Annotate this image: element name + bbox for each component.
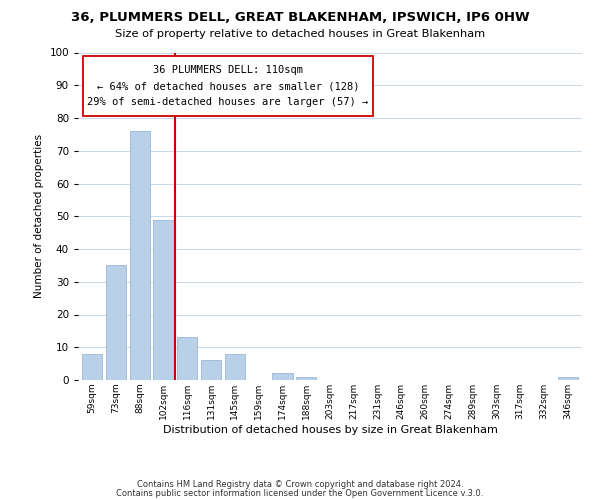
Text: 36, PLUMMERS DELL, GREAT BLAKENHAM, IPSWICH, IP6 0HW: 36, PLUMMERS DELL, GREAT BLAKENHAM, IPSW… bbox=[71, 11, 529, 24]
FancyBboxPatch shape bbox=[83, 56, 373, 116]
Text: 36 PLUMMERS DELL: 110sqm
← 64% of detached houses are smaller (128)
29% of semi-: 36 PLUMMERS DELL: 110sqm ← 64% of detach… bbox=[88, 66, 368, 106]
Bar bbox=[106, 266, 126, 380]
Bar bbox=[557, 376, 578, 380]
Bar bbox=[296, 376, 316, 380]
Bar bbox=[82, 354, 103, 380]
Text: Contains public sector information licensed under the Open Government Licence v.: Contains public sector information licen… bbox=[116, 488, 484, 498]
Y-axis label: Number of detached properties: Number of detached properties bbox=[34, 134, 44, 298]
Bar bbox=[177, 338, 197, 380]
X-axis label: Distribution of detached houses by size in Great Blakenham: Distribution of detached houses by size … bbox=[163, 424, 497, 434]
Bar bbox=[272, 374, 293, 380]
Bar bbox=[225, 354, 245, 380]
Text: Contains HM Land Registry data © Crown copyright and database right 2024.: Contains HM Land Registry data © Crown c… bbox=[137, 480, 463, 489]
Bar bbox=[130, 131, 150, 380]
Text: Size of property relative to detached houses in Great Blakenham: Size of property relative to detached ho… bbox=[115, 29, 485, 39]
Bar bbox=[154, 220, 173, 380]
Bar bbox=[201, 360, 221, 380]
